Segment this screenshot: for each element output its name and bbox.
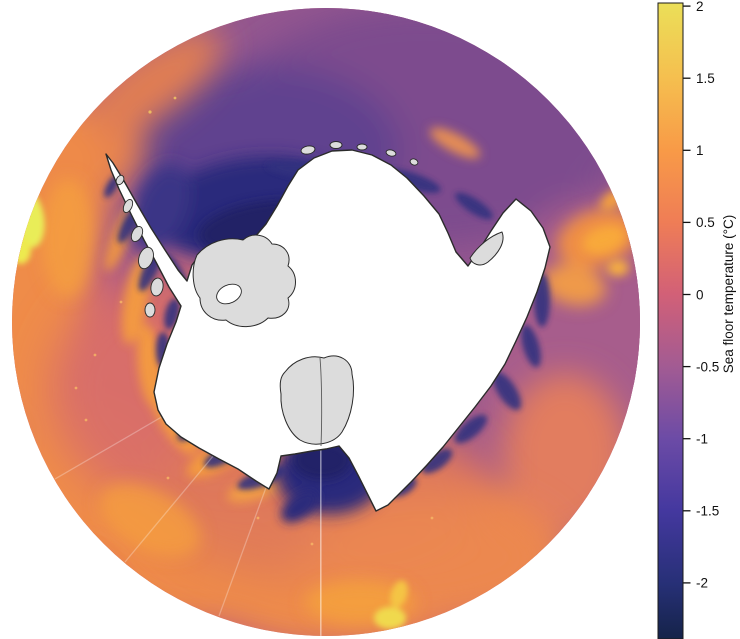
colorbar-tick-label: -1.5: [696, 504, 719, 519]
colorbar-gradient-bar: [657, 2, 684, 639]
warm-spots: [429, 127, 629, 276]
amery-ice-shelf: [469, 231, 504, 266]
colorbar: 2 1.5 1 0.5 0 -0.5 -1 -1.5 -2 Sea floor temperat…: [657, 0, 736, 639]
antarctica: [105, 141, 551, 512]
berkner-island: [216, 283, 242, 305]
colorbar-tick-label: 0: [696, 287, 704, 302]
colorbar-tick-label: 0.5: [696, 215, 715, 230]
ronne-filchner-ice-shelf: [192, 234, 296, 327]
colorbar-tick-label: -0.5: [696, 359, 719, 374]
ross-shelf-divider-line: [319, 357, 323, 447]
colorbar-ticks: 2 1.5 1 0.5 0 -0.5 -1 -1.5 -2: [683, 0, 719, 591]
colorbar-axis-label: Sea floor temperature (°C): [721, 215, 736, 373]
ross-ice-shelf: [279, 355, 355, 445]
colorbar-tick-label: -1: [696, 432, 708, 447]
antarctica-continent: [105, 149, 551, 512]
colorbar-tick-label: 1: [696, 143, 704, 158]
ocean-speckles: [74, 96, 434, 546]
colorbar-tick-label: 2: [696, 0, 704, 14]
colorbar-tick-label: 1.5: [696, 71, 715, 86]
coastal-islands: [115, 141, 419, 318]
colorbar-tick-label: -2: [696, 576, 708, 591]
